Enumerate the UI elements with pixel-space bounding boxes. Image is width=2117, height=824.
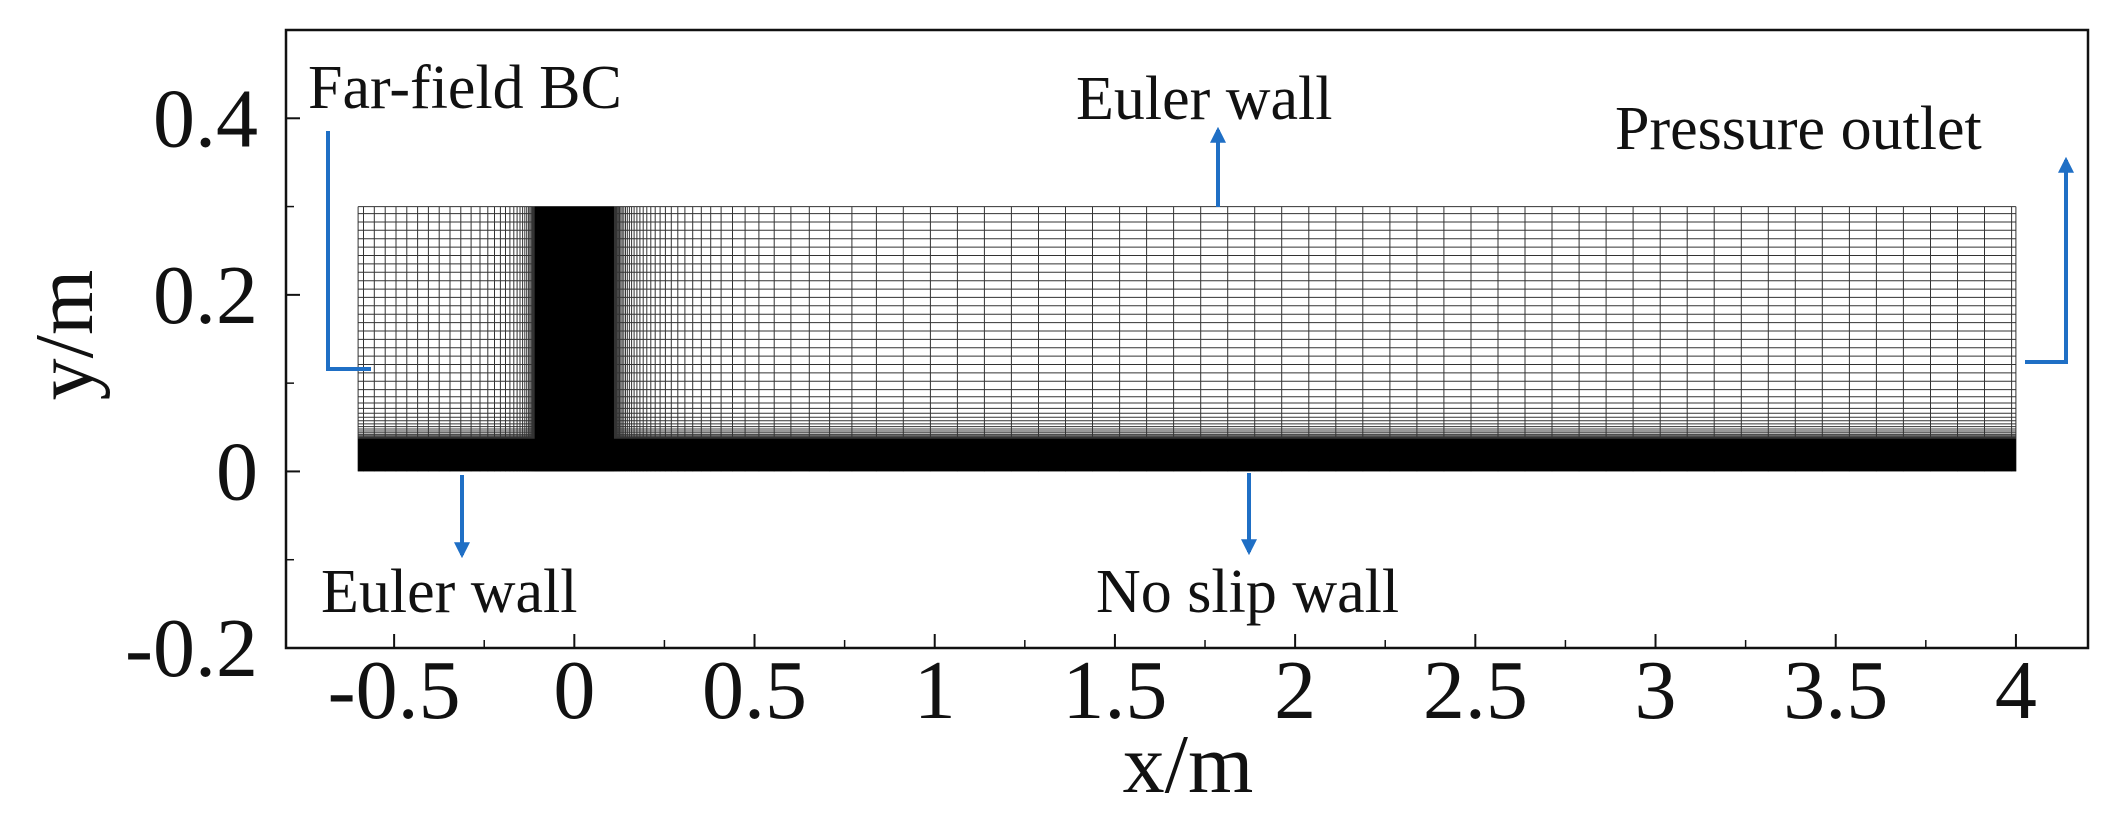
x-tick-label: 4 [1995,644,2037,737]
x-tick-label: 2 [1274,644,1316,737]
annotation: Euler wall [321,558,578,626]
plot-frame [284,28,2090,650]
x-axis-title: x/m [1123,718,1254,811]
annotation: Far-field BC [308,54,622,122]
x-tick-label: 1 [914,644,956,737]
x-tick-label: 2.5 [1423,644,1528,737]
mesh [357,206,2017,472]
y-tick-label: -0.2 [125,602,258,695]
x-tick-label: 3.5 [1783,644,1888,737]
axes: -0.5 0 0.5 1 1.5 2 2.5 3 3.5 4 -0.2 0 0.2 0.4 [125,72,2037,737]
x-tick-label: 1.5 [1062,644,1167,737]
x-tick-label: 3 [1635,644,1677,737]
arrow [326,131,371,371]
annotation: No slip wall [1096,558,1399,626]
y-tick-label: 0 [216,425,258,518]
x-tick-label: 0 [553,644,595,737]
annotation: Pressure outlet [1615,95,1982,163]
mesh-dense [534,206,614,472]
y-tick-label: 0.4 [153,72,258,165]
mesh-dense [358,438,2016,472]
x-tick-label: 0.5 [702,644,807,737]
y-axis-title: y/m [18,270,111,401]
x-tick-label: -0.5 [328,644,461,737]
y-tick-label: 0.2 [153,249,258,342]
annotation: Euler wall [1076,65,1333,133]
arrow [2025,156,2074,364]
